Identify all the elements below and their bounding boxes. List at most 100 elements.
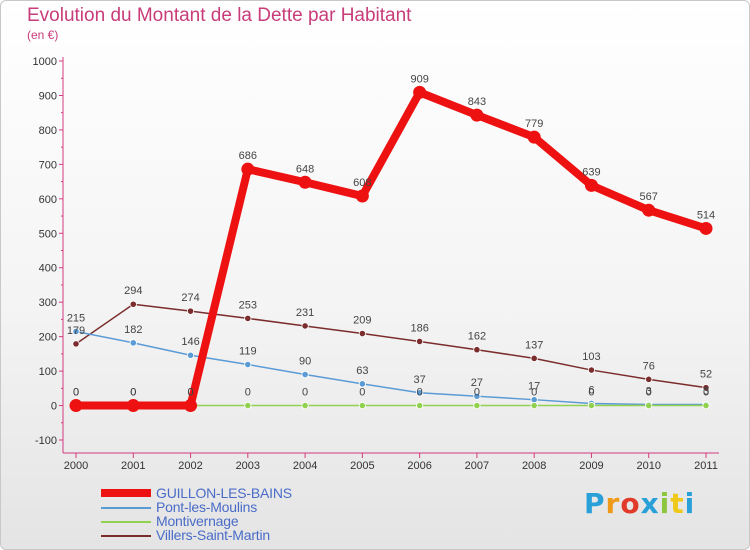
data-point	[645, 375, 653, 383]
chart-subtitle: (en €)	[27, 28, 59, 42]
data-label: 0	[187, 387, 193, 399]
data-label: 209	[353, 315, 371, 327]
series-line	[75, 303, 707, 389]
series-villers-saint-martin	[72, 300, 710, 392]
data-label: 182	[124, 324, 142, 336]
data-label: 162	[468, 331, 486, 343]
data-label: 52	[700, 369, 712, 381]
data-point	[358, 380, 366, 388]
data-label: 639	[582, 166, 600, 178]
proxiti-logo: Proxiti	[584, 487, 695, 520]
data-label: 253	[239, 299, 257, 311]
data-point	[69, 399, 83, 413]
data-label: 27	[471, 377, 483, 389]
data-point	[473, 346, 481, 354]
legend-swatch-villers	[101, 535, 151, 537]
legend-swatch-pont-les-moulins	[101, 507, 151, 509]
data-point	[470, 108, 484, 122]
data-label: 0	[130, 387, 136, 399]
data-point	[358, 401, 366, 410]
data-label: 231	[296, 307, 314, 319]
y-tick-label: 800	[39, 125, 57, 137]
x-tick-label: 2008	[522, 460, 546, 472]
data-point	[416, 389, 424, 397]
data-label: 0	[245, 387, 251, 399]
y-tick-label: 400	[39, 263, 57, 275]
data-point	[642, 203, 656, 217]
data-label: 514	[697, 209, 715, 221]
y-tick-label: 1000	[33, 56, 57, 68]
logo-letter: x	[640, 487, 660, 520]
data-label: 179	[67, 325, 85, 337]
data-point	[413, 85, 427, 99]
data-label: 686	[239, 150, 257, 162]
data-point	[129, 339, 137, 347]
data-point	[358, 329, 366, 338]
data-point	[241, 162, 255, 176]
data-point	[645, 401, 653, 410]
data-point	[530, 354, 538, 362]
data-point	[184, 399, 198, 413]
data-point	[129, 300, 137, 308]
data-point	[527, 130, 541, 144]
series-pont-les-moulins	[72, 327, 710, 409]
data-label: 119	[239, 346, 257, 358]
data-label: 779	[525, 118, 543, 130]
x-tick-label: 2011	[694, 460, 718, 472]
x-tick-label: 2010	[636, 460, 660, 472]
data-label: 0	[646, 387, 652, 399]
data-point	[473, 401, 481, 410]
legend-label-villers: Villers-Saint-Martin	[156, 527, 270, 543]
data-label: 294	[124, 285, 142, 297]
logo-letter: r	[605, 487, 621, 520]
x-tick-label: 2007	[465, 460, 489, 472]
y-tick-label: 100	[39, 366, 57, 378]
x-tick-label: 2005	[350, 460, 374, 472]
data-point	[244, 360, 252, 369]
data-point	[72, 327, 80, 336]
legend-label-pont-les-moulins: Pont-les-Moulins	[156, 499, 258, 515]
data-label: 186	[410, 322, 428, 334]
data-point	[355, 189, 369, 203]
data-label: 103	[582, 351, 600, 363]
data-point	[702, 384, 710, 392]
x-tick-label: 2003	[236, 460, 260, 472]
data-point	[473, 392, 481, 400]
data-point	[416, 401, 424, 410]
data-label: 0	[302, 387, 308, 399]
data-point	[186, 351, 195, 359]
series-guillon-les-bains	[69, 85, 713, 413]
data-label: 0	[73, 387, 79, 399]
y-tick-label: 300	[39, 297, 57, 309]
data-label: 146	[181, 336, 199, 348]
logo-letter: o	[620, 487, 641, 520]
data-label: 37	[414, 374, 426, 386]
legend-label-guillon: GUILLON-LES-BAINS	[156, 485, 292, 501]
data-point	[244, 314, 252, 322]
y-tick-label: 600	[39, 194, 57, 206]
x-tick-label: 2002	[178, 460, 202, 472]
data-label: 0	[130, 387, 136, 399]
data-label: 567	[640, 191, 658, 203]
x-tick-label: 2009	[579, 460, 603, 472]
data-label: 76	[643, 360, 655, 372]
data-point	[298, 175, 312, 189]
x-tick-label: 2004	[293, 460, 317, 472]
data-label: 648	[296, 163, 314, 175]
chart-title: Evolution du Montant de la Dette par Hab…	[27, 5, 412, 26]
data-label: 0	[359, 387, 365, 399]
data-label: 3	[646, 386, 652, 398]
data-point	[702, 401, 710, 410]
data-label: 63	[356, 365, 368, 377]
data-label: 0	[474, 387, 480, 399]
data-point	[301, 401, 309, 410]
data-point	[416, 337, 424, 346]
data-label: 0	[73, 387, 79, 399]
y-tick-label: 0	[51, 401, 57, 413]
data-label: 0	[703, 387, 709, 399]
data-point	[587, 401, 596, 410]
data-label: 90	[299, 356, 311, 368]
y-tick-label: -100	[35, 435, 57, 447]
logo-letter: t	[670, 487, 685, 520]
